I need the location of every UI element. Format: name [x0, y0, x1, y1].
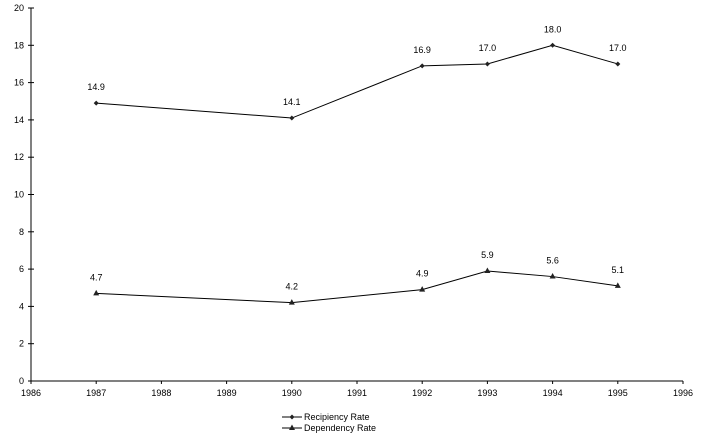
- x-tick-label: 1987: [86, 388, 106, 398]
- y-tick-label: 18: [14, 40, 24, 50]
- legend-item-dependency: Dependency Rate: [282, 423, 376, 433]
- y-tick-label: 2: [19, 339, 24, 349]
- x-tick-label: 1996: [673, 388, 693, 398]
- diamond-marker: [550, 42, 556, 48]
- data-label: 16.9: [413, 45, 431, 55]
- data-label: 14.1: [283, 97, 301, 107]
- y-tick-label: 12: [14, 152, 24, 162]
- triangle-marker: [93, 289, 100, 296]
- x-tick-label: 1995: [608, 388, 628, 398]
- data-label: 5.9: [481, 250, 494, 260]
- y-tick-label: 10: [14, 190, 24, 200]
- triangle-icon: [289, 424, 295, 430]
- series-recipiency-rate: 14.9 14.1 16.9 17.0 18.0 17.0: [87, 24, 627, 121]
- x-tick-label: 1986: [21, 388, 41, 398]
- y-tick-label: 20: [14, 3, 24, 13]
- chart-axes: 0 2 4 6 8 10 12 14 16 18 20 1986 1987 1988 1989 1990 199…: [14, 3, 693, 398]
- diamond-marker: [419, 63, 425, 69]
- legend-label: Recipiency Rate: [304, 412, 370, 422]
- y-tick-label: 16: [14, 78, 24, 88]
- data-label: 5.1: [612, 265, 625, 275]
- triangle-marker: [614, 282, 621, 288]
- data-label: 17.0: [609, 43, 627, 53]
- x-tick-label: 1989: [217, 388, 237, 398]
- x-tick-label: 1993: [477, 388, 497, 398]
- x-tick-label: 1994: [543, 388, 563, 398]
- triangle-marker: [484, 267, 491, 273]
- diamond-marker: [93, 100, 99, 106]
- legend-item-recipiency: Recipiency Rate: [282, 412, 370, 422]
- y-tick-label: 6: [19, 264, 24, 274]
- x-tick-label: 1992: [412, 388, 432, 398]
- triangle-marker: [549, 273, 556, 279]
- data-label: 5.6: [546, 256, 559, 266]
- triangle-marker: [419, 286, 426, 292]
- triangle-marker: [288, 299, 295, 305]
- diamond-marker: [615, 61, 621, 67]
- x-tick-label: 1988: [151, 388, 171, 398]
- data-label: 14.9: [87, 82, 105, 92]
- y-tick-label: 14: [14, 115, 24, 125]
- data-label: 18.0: [544, 24, 562, 34]
- legend-label: Dependency Rate: [304, 423, 376, 433]
- data-label: 4.2: [286, 282, 299, 292]
- y-tick-label: 8: [19, 227, 24, 237]
- x-tick-label: 1991: [347, 388, 367, 398]
- data-label: 17.0: [479, 43, 497, 53]
- data-label: 4.7: [90, 272, 103, 282]
- data-label: 4.9: [416, 269, 429, 279]
- chart-legend: Recipiency Rate Dependency Rate: [282, 412, 376, 433]
- x-tick-label: 1990: [282, 388, 302, 398]
- series-dependency-rate: 4.7 4.2 4.9 5.9 5.6 5.1: [90, 250, 624, 305]
- y-tick-label: 0: [19, 376, 24, 386]
- diamond-icon: [289, 414, 295, 420]
- diamond-marker: [484, 61, 490, 67]
- chart-series: 14.9 14.1 16.9 17.0 18.0 17.0 4.7 4.2 4.9 5.9 5.6 5…: [87, 24, 627, 305]
- y-tick-label: 4: [19, 301, 24, 311]
- diamond-marker: [289, 115, 295, 121]
